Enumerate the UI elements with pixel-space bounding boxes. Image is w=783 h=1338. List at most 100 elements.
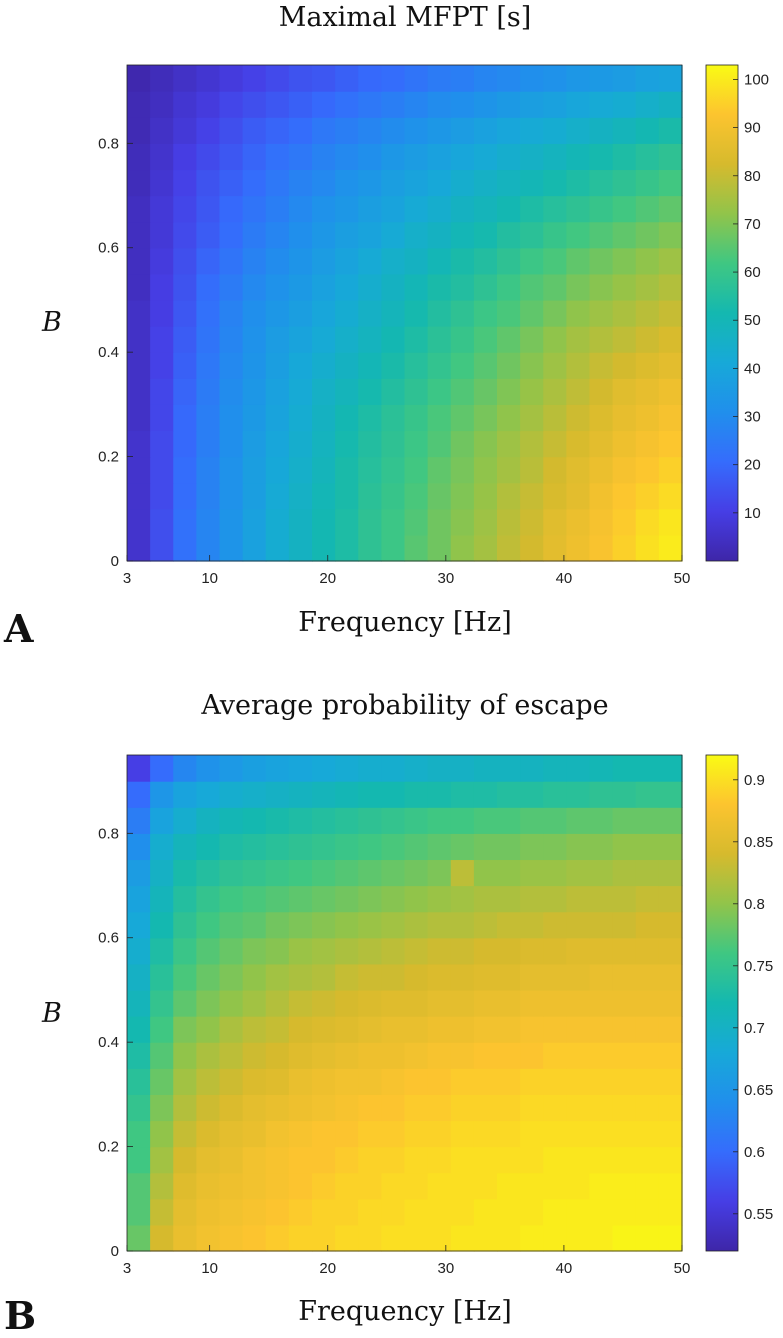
heatmap-cell <box>173 352 197 379</box>
heatmap-cell <box>612 833 637 861</box>
heatmap-cell <box>288 1068 313 1095</box>
y-tick-label: 0.2 <box>98 449 119 466</box>
heatmap-cell <box>520 1224 544 1252</box>
heatmap-cell <box>543 1094 567 1122</box>
heatmap-cell <box>635 1172 660 1200</box>
heatmap-cell <box>589 807 614 834</box>
heatmap-cell <box>173 755 197 782</box>
heatmap-cell <box>242 430 267 458</box>
heatmap-cell <box>219 299 244 327</box>
heatmap-cell <box>173 482 197 510</box>
heatmap-cell <box>173 833 197 861</box>
heatmap-cell <box>196 781 221 808</box>
heatmap-cell <box>635 911 660 939</box>
heatmap-cell <box>127 456 151 484</box>
heatmap-cell <box>127 963 151 991</box>
heatmap-cell <box>589 195 614 223</box>
heatmap-cell <box>497 273 521 301</box>
heatmap-cell <box>127 1016 151 1043</box>
heatmap-cell <box>427 482 452 510</box>
heatmap-cell <box>127 1120 151 1148</box>
heatmap-cell <box>312 1094 336 1122</box>
heatmap-cell <box>589 404 614 432</box>
colorbar-tick-label: 0.75 <box>744 958 773 975</box>
heatmap-cell <box>196 326 221 353</box>
heatmap-cell <box>566 195 591 223</box>
heatmap-cell <box>288 885 313 913</box>
heatmap-cell <box>312 1016 336 1043</box>
heatmap-cell <box>312 143 336 171</box>
heatmap-cell <box>635 1068 660 1095</box>
heatmap-cell <box>219 1068 244 1095</box>
heatmap-cell <box>219 65 244 92</box>
heatmap-cell <box>635 117 660 144</box>
heatmap-cell <box>196 833 221 861</box>
heatmap-cell <box>497 456 521 484</box>
heatmap-cell <box>265 1068 290 1095</box>
heatmap-cell <box>612 1068 637 1095</box>
heatmap-cell <box>566 1042 591 1069</box>
heatmap-cell <box>427 755 452 782</box>
heatmap-cell <box>473 1198 498 1226</box>
heatmap-cell <box>566 299 591 327</box>
heatmap-cell <box>566 1068 591 1095</box>
heatmap-cell <box>358 221 382 249</box>
heatmap-cell <box>427 1146 452 1174</box>
heatmap-cell <box>335 1120 359 1148</box>
heatmap-cell <box>335 1016 359 1043</box>
heatmap-cell <box>589 378 614 405</box>
heatmap-cell <box>196 963 221 991</box>
heatmap-cell <box>543 1224 567 1252</box>
heatmap-cell <box>566 326 591 353</box>
heatmap-cell <box>497 508 521 536</box>
heatmap-cell <box>658 1120 683 1148</box>
heatmap-cell <box>497 1094 521 1122</box>
heatmap-cell <box>473 963 498 991</box>
heatmap-cell <box>358 143 382 171</box>
heatmap-cell <box>658 1068 683 1095</box>
heatmap-cell <box>127 273 151 301</box>
heatmap-cell <box>566 65 591 92</box>
heatmap-cell <box>658 1146 683 1174</box>
heatmap-cell <box>196 352 221 379</box>
heatmap-cell <box>589 937 614 965</box>
heatmap-cell <box>288 781 313 808</box>
heatmap-cell <box>635 1120 660 1148</box>
heatmap-cell <box>635 378 660 405</box>
heatmap-cell <box>173 221 197 249</box>
heatmap-cell <box>658 299 683 327</box>
heatmap-cell <box>612 378 637 405</box>
heatmap-cell <box>219 221 244 249</box>
heatmap-cell <box>566 143 591 171</box>
heatmap-cell <box>381 169 406 197</box>
heatmap-cell <box>335 1068 359 1095</box>
heatmap-cell <box>473 859 498 887</box>
heatmap-cell <box>196 143 221 171</box>
heatmap-cell <box>288 1146 313 1174</box>
heatmap-cell <box>312 299 336 327</box>
heatmap-cell <box>196 1016 221 1043</box>
heatmap-cell <box>288 1224 313 1252</box>
heatmap-cell <box>265 534 290 562</box>
heatmap-cell <box>404 508 429 536</box>
heatmap-cell <box>242 859 267 887</box>
heatmap-cell <box>450 378 475 405</box>
y-tick-label: 0.2 <box>98 1139 119 1156</box>
heatmap-cell <box>566 221 591 249</box>
heatmap-cell <box>173 1172 197 1200</box>
heatmap-cell <box>497 1198 521 1226</box>
heatmap-cell <box>173 326 197 353</box>
heatmap-cell <box>427 1224 452 1252</box>
heatmap-cell <box>265 456 290 484</box>
heatmap-cell <box>473 482 498 510</box>
heatmap-cell <box>150 326 174 353</box>
heatmap-cell <box>150 1224 174 1252</box>
heatmap-cell <box>150 65 174 92</box>
heatmap-cell <box>497 91 521 118</box>
heatmap-cell <box>543 299 567 327</box>
heatmap-cell <box>196 195 221 223</box>
heatmap-cell <box>427 117 452 144</box>
heatmap-cell <box>520 352 544 379</box>
heatmap-cell <box>196 911 221 939</box>
heatmap-cell <box>520 937 544 965</box>
